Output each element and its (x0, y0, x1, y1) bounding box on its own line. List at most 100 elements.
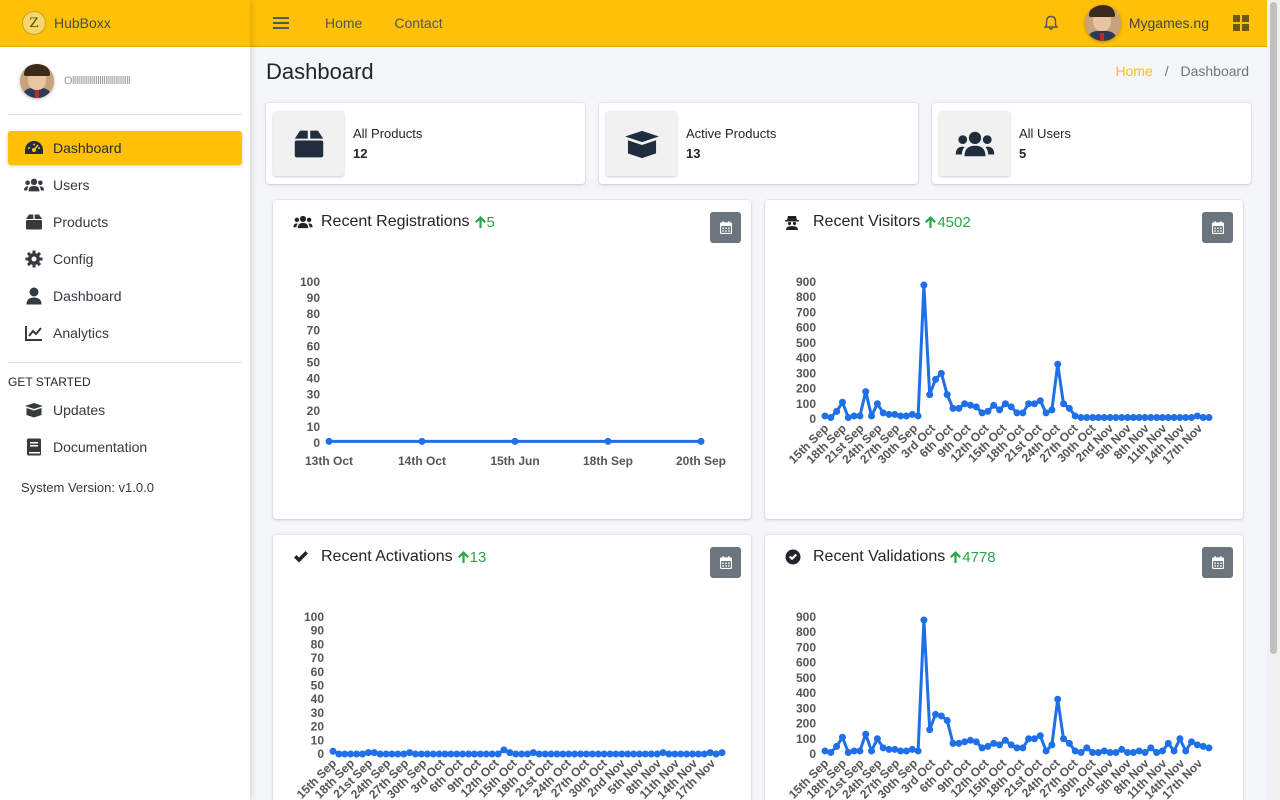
data-point (1106, 413, 1114, 421)
apps-grid-icon[interactable] (1233, 15, 1249, 31)
calendar-button[interactable] (710, 212, 741, 243)
data-point (435, 750, 443, 758)
data-point (850, 412, 858, 420)
y-tick-label: 50 (307, 356, 321, 370)
sidebar-user-name[interactable]: Ollllllllllllllllllllllllllllll (64, 74, 131, 87)
sidebar-item-updates[interactable]: Updates (8, 393, 242, 427)
data-point (683, 750, 691, 758)
data-point (1094, 748, 1102, 756)
data-point (441, 750, 449, 758)
y-tick-label: 300 (796, 366, 816, 380)
calendar-button[interactable] (1202, 212, 1233, 243)
data-point (838, 733, 846, 741)
y-tick-label: 700 (796, 305, 816, 319)
card-title: Recent Visitors (813, 213, 921, 230)
data-point (335, 750, 343, 758)
breadcrumb-home[interactable]: Home (1115, 63, 1153, 79)
data-point (382, 750, 390, 758)
hamburger-icon[interactable] (273, 14, 289, 32)
data-point (694, 750, 702, 758)
data-point (833, 742, 841, 750)
scrollbar-thumb[interactable] (1270, 2, 1277, 654)
calendar-icon (1211, 556, 1224, 569)
data-point (388, 750, 396, 758)
sidebar-item-users[interactable]: Users (8, 168, 242, 202)
data-point (482, 750, 490, 758)
data-point (1065, 404, 1073, 412)
data-point (1170, 747, 1178, 755)
sidebar-item-documentation[interactable]: Documentation (8, 430, 242, 464)
calendar-button[interactable] (1202, 547, 1233, 578)
bell-icon[interactable] (1043, 15, 1059, 31)
data-point (972, 403, 980, 411)
data-point (511, 437, 519, 445)
data-point (1106, 748, 1114, 756)
card-delta-value: 4778 (962, 548, 996, 566)
data-point (1030, 400, 1038, 408)
data-point (417, 750, 425, 758)
y-tick-label: 500 (796, 336, 816, 350)
sidebar-item-label: Documentation (53, 439, 148, 455)
sidebar-item-dashboard-user[interactable]: Dashboard (8, 279, 242, 313)
data-point (902, 747, 910, 755)
data-point (891, 745, 899, 753)
brand-title: HubBoxx (54, 15, 111, 31)
data-point (1083, 744, 1091, 752)
sidebar-item-config[interactable]: Config (8, 242, 242, 276)
brand-link[interactable]: Z HubBoxx (0, 0, 250, 47)
sidebar-item-analytics[interactable]: Analytics (8, 316, 242, 350)
avatar[interactable] (20, 63, 54, 98)
data-point (588, 750, 596, 758)
sidebar-item-dashboard[interactable]: Dashboard (8, 131, 242, 165)
data-point (600, 750, 608, 758)
data-point (1019, 409, 1027, 417)
data-point (535, 750, 543, 758)
data-point (1205, 413, 1213, 421)
calendar-button[interactable] (710, 547, 741, 578)
nav-link-home[interactable]: Home (325, 15, 363, 31)
data-point (1188, 738, 1196, 746)
data-point (961, 738, 969, 746)
data-point (966, 736, 974, 744)
data-point (1071, 412, 1079, 420)
card-delta: 5 (474, 214, 495, 231)
data-point (553, 750, 561, 758)
check-icon (293, 549, 313, 565)
data-point (671, 750, 679, 758)
data-point (1129, 748, 1137, 756)
data-point (1176, 735, 1184, 743)
y-tick-label: 300 (796, 701, 816, 715)
data-point (347, 750, 355, 758)
data-point (541, 750, 549, 758)
sidebar-item-products[interactable]: Products (8, 205, 242, 239)
data-point (897, 412, 905, 420)
data-point (1013, 409, 1021, 417)
card-header: Recent Registrations 5 (293, 213, 495, 231)
sidebar-item-label: Updates (53, 402, 106, 418)
data-point (565, 750, 573, 758)
arrow-up-icon (950, 551, 962, 563)
y-tick-label: 80 (307, 307, 321, 321)
data-point (868, 412, 876, 420)
data-point (1199, 413, 1207, 421)
data-point (571, 750, 579, 758)
y-tick-label: 100 (300, 275, 320, 289)
data-point (1054, 360, 1062, 368)
data-point (972, 738, 980, 746)
gear-icon (24, 250, 44, 268)
y-tick-label: 600 (796, 656, 816, 670)
data-point (659, 749, 667, 757)
data-point (594, 750, 602, 758)
y-tick-label: 200 (796, 382, 816, 396)
nav-link-contact[interactable]: Contact (394, 15, 443, 31)
data-point (1205, 744, 1213, 752)
page-scrollbar[interactable] (1267, 0, 1280, 800)
data-point (1153, 748, 1161, 756)
user-menu[interactable]: Mygames.ng (1084, 5, 1209, 41)
data-point (996, 741, 1004, 749)
data-point (476, 750, 484, 758)
data-point (353, 750, 361, 758)
data-point (943, 717, 951, 725)
y-tick-label: 0 (313, 436, 320, 450)
